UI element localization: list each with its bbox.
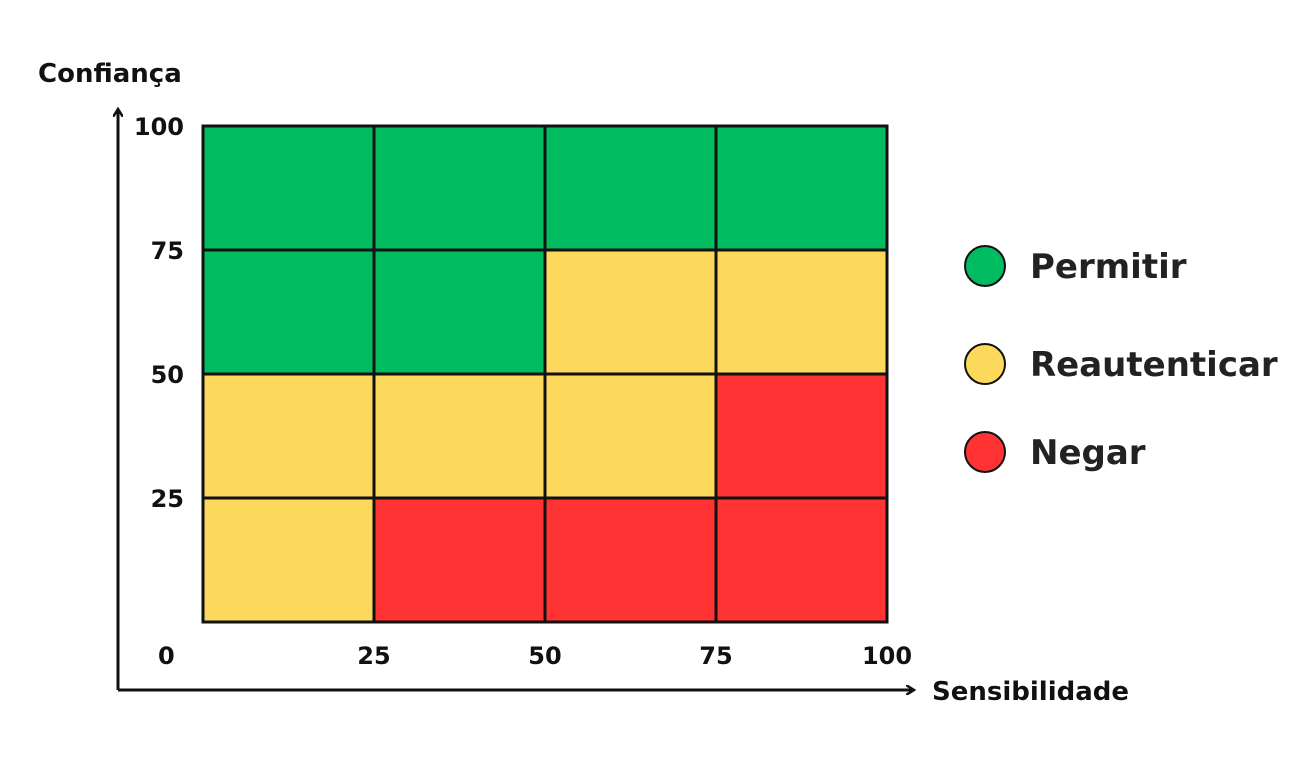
heatmap-cell-reautenticar: [372, 372, 547, 500]
x-tick-label: 75: [699, 642, 732, 670]
legend-swatch-permitir: [964, 245, 1006, 287]
legend-swatch-negar: [964, 431, 1006, 473]
legend-swatch-reautenticar: [964, 343, 1006, 385]
heatmap-cell-negar: [543, 496, 718, 624]
heatmap-cell-negar: [372, 496, 547, 624]
heatmap-cell-permitir: [714, 124, 889, 252]
heatmap-cell-permitir: [372, 248, 547, 376]
y-tick-label: 50: [151, 361, 184, 389]
heatmap-cell-permitir: [372, 124, 547, 252]
y-tick-label: 25: [151, 485, 184, 513]
x-tick-label: 0: [158, 642, 175, 670]
y-axis-title: Confiança: [38, 59, 182, 89]
heatmap-cell-reautenticar: [201, 496, 376, 624]
heatmap-cell-reautenticar: [714, 248, 889, 376]
x-tick-label: 25: [357, 642, 390, 670]
heatmap-cell-permitir: [543, 124, 718, 252]
heatmap-cell-reautenticar: [543, 372, 718, 500]
heatmap-cell-reautenticar: [201, 372, 376, 500]
heatmap-cell-permitir: [201, 248, 376, 376]
legend-label-reautenticar: Reautenticar: [1030, 345, 1278, 385]
heatmap-cell-permitir: [201, 124, 376, 252]
legend-label-permitir: Permitir: [1030, 247, 1187, 287]
heatmap-cell-reautenticar: [543, 248, 718, 376]
heatmap-cell-negar: [714, 372, 889, 500]
x-axis-title: Sensibilidade: [932, 677, 1129, 707]
y-tick-label: 100: [134, 113, 184, 141]
x-tick-label: 100: [862, 642, 912, 670]
heatmap-cell-negar: [714, 496, 889, 624]
legend-label-negar: Negar: [1030, 433, 1146, 473]
y-tick-label: 75: [151, 237, 184, 265]
x-tick-label: 50: [528, 642, 561, 670]
